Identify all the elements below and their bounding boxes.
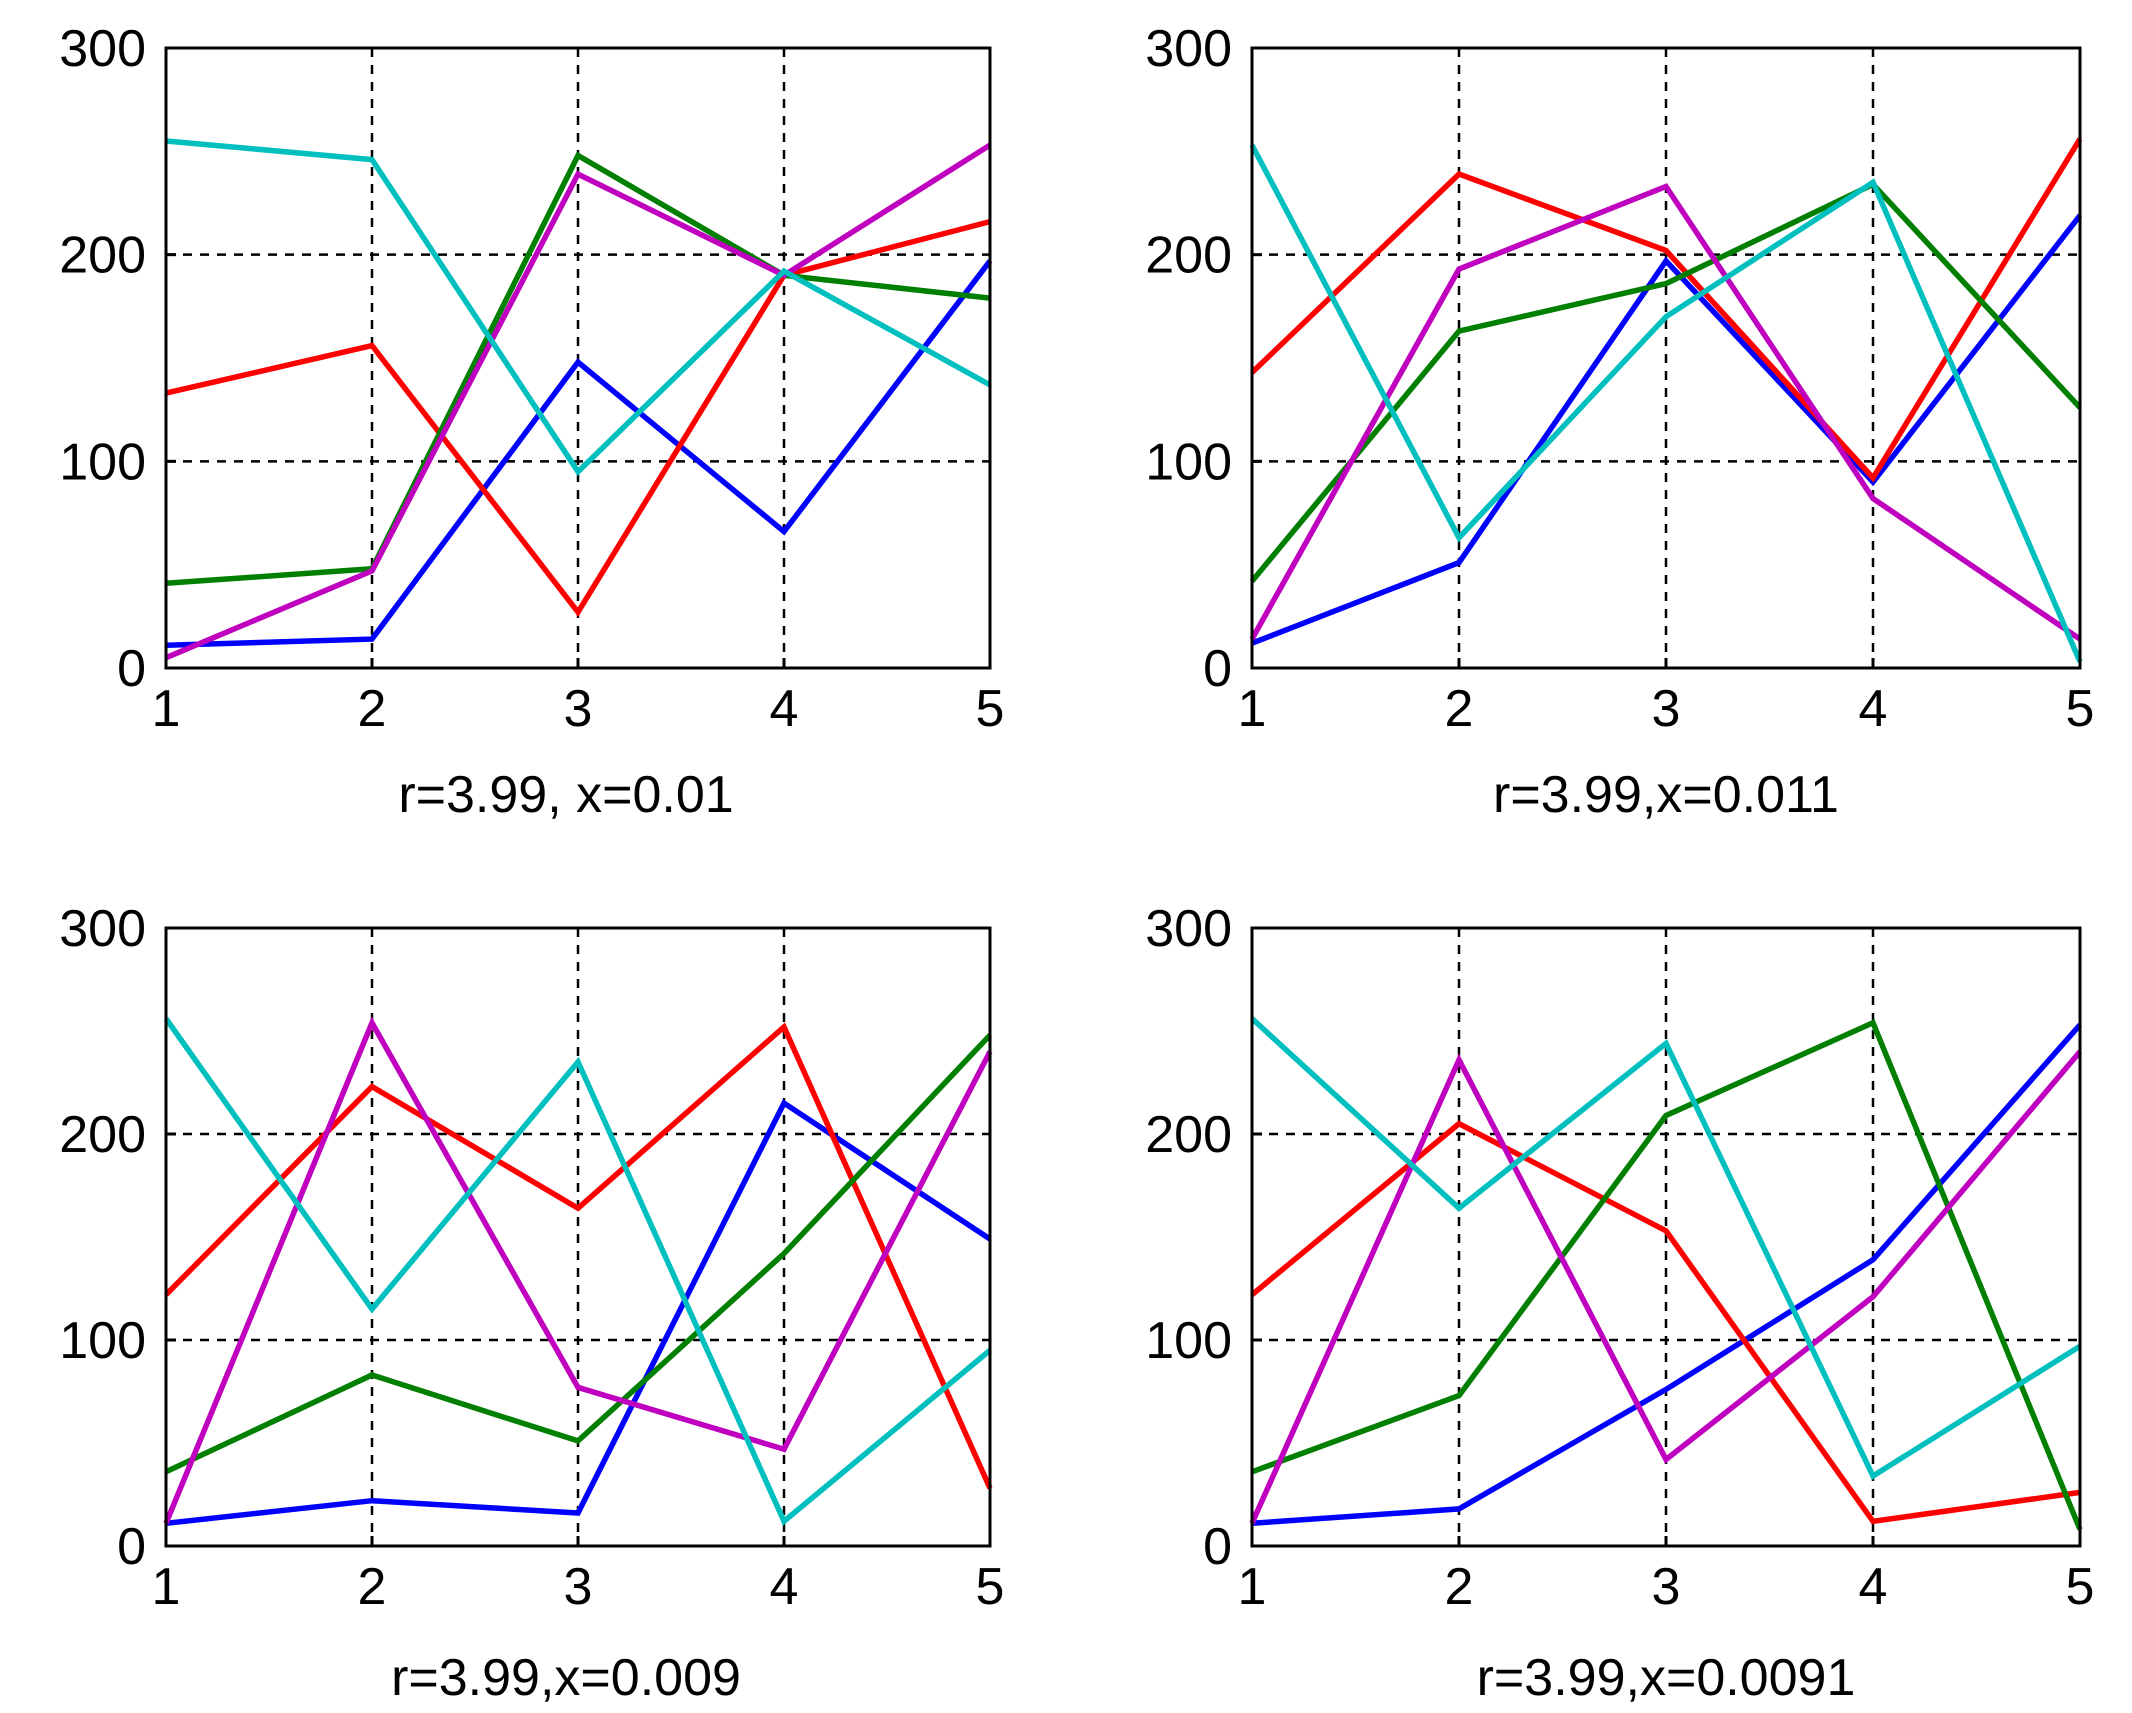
- y-tick-label: 0: [117, 640, 146, 698]
- x-tick-label: 3: [564, 680, 593, 738]
- series-line-magenta: [164, 142, 992, 661]
- x-tick-label: 1: [1238, 680, 1267, 738]
- series-line-magenta: [163, 1016, 993, 1525]
- y-tick-label: 200: [1145, 227, 1232, 285]
- x-tick-label: 4: [1859, 680, 1888, 738]
- x-tick-label: 3: [1652, 680, 1681, 738]
- series-line-green: [1249, 181, 2083, 583]
- x-tick-label: 4: [770, 680, 799, 738]
- series-line-cyan: [1250, 1016, 2082, 1480]
- x-tick-label: 5: [976, 1558, 1005, 1616]
- series-line-green: [1251, 1019, 2083, 1531]
- series-line-green: [165, 151, 991, 587]
- series-line-green: [164, 1033, 993, 1475]
- series-line-blue: [1251, 213, 2083, 646]
- y-tick-label: 300: [59, 900, 146, 958]
- x-tick-label: 2: [1445, 1558, 1474, 1616]
- subplot-2: r=3.99,x=0.011 1 2 3 4 5 0 100 200 300: [1145, 20, 2094, 824]
- series-line-red: [1250, 137, 2083, 483]
- series-line-cyan: [163, 1017, 992, 1526]
- x-tick-label: 3: [564, 1558, 593, 1616]
- y-tick-label: 100: [59, 1312, 146, 1370]
- x-tick-label: 3: [1652, 1558, 1681, 1616]
- x-tick-label: 5: [2066, 1558, 2095, 1616]
- series-line-blue: [165, 1099, 992, 1527]
- subplot-3: r=3.99,x=0.009 1 2 3 4 5 0 100 200 300: [59, 900, 1004, 1707]
- y-tick-label: 300: [1145, 20, 1232, 78]
- xlabel: r=3.99,x=0.011: [1493, 766, 1839, 824]
- x-tick-label: 1: [152, 1558, 181, 1616]
- x-tick-label: 5: [976, 680, 1005, 738]
- x-tick-label: 2: [1445, 680, 1474, 738]
- series-line-blue: [165, 259, 993, 649]
- xlabel: r=3.99,x=0.009: [391, 1649, 741, 1707]
- subplot-1: r=3.99, x=0.01 1 2 3 4 5 0 100 200 300: [59, 20, 1004, 824]
- series-line-cyan: [1249, 143, 2083, 663]
- y-tick-label: 200: [1145, 1106, 1232, 1164]
- x-tick-label: 1: [152, 680, 181, 738]
- series-line-red: [165, 218, 991, 618]
- xlabel: r=3.99, x=0.01: [398, 766, 733, 824]
- y-tick-label: 100: [59, 433, 146, 491]
- x-tick-label: 5: [2066, 680, 2095, 738]
- series-line-blue: [1251, 1022, 2083, 1527]
- y-tick-label: 0: [1203, 1518, 1232, 1576]
- xlabel: r=3.99,x=0.0091: [1477, 1649, 1856, 1707]
- y-tick-label: 200: [59, 227, 146, 285]
- series-line-magenta: [1249, 1049, 2083, 1525]
- series-line-cyan: [165, 138, 992, 476]
- y-tick-label: 300: [1145, 900, 1232, 958]
- x-tick-label: 4: [1859, 1558, 1888, 1616]
- y-tick-label: 0: [117, 1518, 146, 1576]
- y-tick-label: 200: [59, 1106, 146, 1164]
- x-tick-label: 1: [1238, 1558, 1267, 1616]
- series-line-red: [1250, 1120, 2081, 1525]
- y-tick-label: 0: [1203, 640, 1232, 698]
- x-tick-label: 2: [358, 1558, 387, 1616]
- y-tick-label: 100: [1145, 433, 1232, 491]
- x-tick-label: 2: [358, 680, 387, 738]
- x-tick-label: 4: [770, 1558, 799, 1616]
- y-tick-label: 100: [1145, 1312, 1232, 1370]
- series-line-magenta: [1249, 183, 2082, 642]
- subplot-4: r=3.99,x=0.0091 1 2 3 4 5 0 100 200 300: [1145, 900, 2094, 1707]
- y-tick-label: 300: [59, 20, 146, 78]
